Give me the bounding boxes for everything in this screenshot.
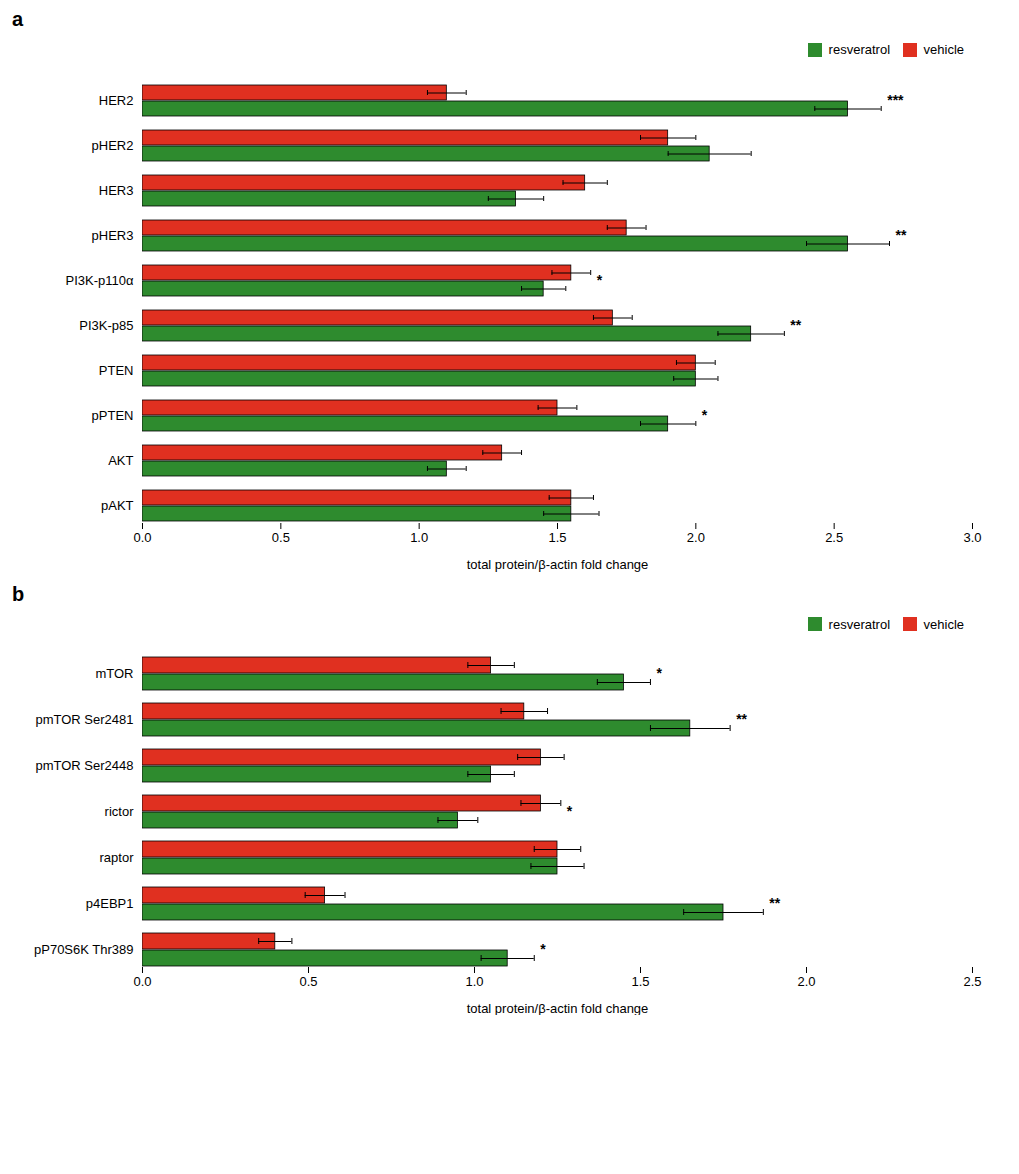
svg-text:pAKT: pAKT (101, 498, 134, 513)
svg-text:0.5: 0.5 (299, 974, 317, 989)
svg-text:*: * (540, 941, 546, 957)
svg-text:HER2: HER2 (99, 93, 134, 108)
html-text:vehicle: vehicle (923, 616, 964, 632)
html-text:a: a (12, 8, 24, 30)
svg-text:*: * (597, 272, 603, 288)
svg-text:pHER2: pHER2 (92, 138, 134, 153)
html-text:b: b (12, 582, 25, 605)
svg-text:total protein/β-actin fold cha: total protein/β-actin fold change (467, 1001, 649, 1016)
svg-text:**: ** (896, 227, 907, 243)
html-text:resveratrol: resveratrol (828, 42, 890, 57)
svg-text:***: *** (887, 92, 904, 108)
svg-text:*: * (656, 665, 662, 681)
svg-text:0.0: 0.0 (133, 974, 151, 989)
svg-text:raptor: raptor (100, 850, 135, 865)
svg-text:rictor: rictor (105, 804, 135, 819)
svg-text:total protein/β-actin fold cha: total protein/β-actin fold change (467, 556, 649, 571)
svg-text:**: ** (790, 317, 801, 333)
svg-text:1.0: 1.0 (410, 529, 428, 544)
svg-text:HER3: HER3 (99, 183, 134, 198)
html-text:resveratrol: resveratrol (828, 616, 890, 632)
svg-text:pHER3: pHER3 (92, 228, 134, 243)
svg-text:0.0: 0.0 (133, 529, 151, 544)
svg-text:AKT: AKT (108, 453, 133, 468)
svg-text:3.0: 3.0 (963, 529, 981, 544)
svg-text:pP70S6K Thr389: pP70S6K Thr389 (34, 942, 134, 957)
svg-text:0.5: 0.5 (272, 529, 290, 544)
svg-text:2.5: 2.5 (963, 974, 981, 989)
svg-text:2.0: 2.0 (797, 974, 815, 989)
svg-text:PI3K-p85: PI3K-p85 (79, 318, 133, 333)
svg-text:*: * (567, 803, 573, 819)
svg-text:**: ** (769, 895, 780, 911)
svg-text:2.0: 2.0 (687, 529, 705, 544)
svg-text:**: ** (736, 711, 747, 727)
svg-text:1.0: 1.0 (465, 974, 483, 989)
svg-text:mTOR: mTOR (95, 666, 133, 681)
svg-text:pPTEN: pPTEN (92, 408, 134, 423)
svg-text:pmTOR Ser2481: pmTOR Ser2481 (35, 712, 133, 727)
svg-text:pmTOR Ser2448: pmTOR Ser2448 (35, 758, 133, 773)
svg-text:*: * (702, 407, 708, 423)
svg-text:1.5: 1.5 (631, 974, 649, 989)
html-text:vehicle: vehicle (923, 42, 964, 57)
svg-text:2.5: 2.5 (825, 529, 843, 544)
svg-text:PI3K-p110α: PI3K-p110α (66, 273, 134, 288)
svg-text:p4EBP1: p4EBP1 (86, 896, 134, 911)
svg-text:1.5: 1.5 (548, 529, 566, 544)
svg-text:PTEN: PTEN (99, 363, 134, 378)
